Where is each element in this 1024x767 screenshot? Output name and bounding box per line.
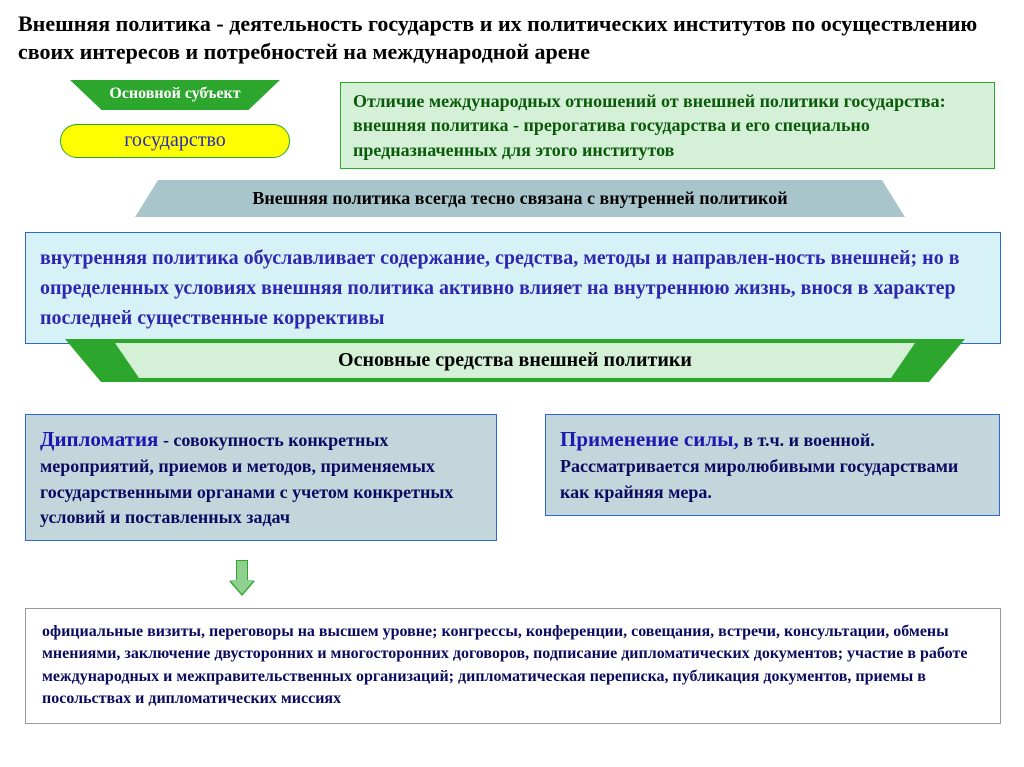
means-header-band: Основные средства внешней политики bbox=[65, 339, 965, 382]
force-card: Применение силы, в т.ч. и военной. Рассм… bbox=[545, 414, 1000, 516]
diplomacy-title: Дипломатия bbox=[40, 427, 158, 451]
inner-policy-box: внутренняя политика обуславливает содерж… bbox=[25, 232, 1001, 344]
page-title: Внешняя политика - деятельность государс… bbox=[0, 0, 1024, 71]
means-header-inner: Основные средства внешней политики bbox=[115, 343, 915, 378]
tied-bar: Внешняя политика всегда тесно связана с … bbox=[135, 180, 905, 217]
main-subject-label: Основной субъект bbox=[70, 80, 280, 110]
force-body: Рассматривается миролюбивыми государства… bbox=[560, 456, 958, 501]
diplomacy-card: Дипломатия - совокупность конкретных мер… bbox=[25, 414, 497, 541]
force-title: Применение силы, bbox=[560, 427, 739, 451]
force-tail: в т.ч. и военной. bbox=[739, 430, 875, 450]
means-header-text: Основные средства внешней политики bbox=[338, 349, 692, 371]
state-pill: государство bbox=[60, 124, 290, 158]
distinction-box: Отличие международных отношений от внешн… bbox=[340, 82, 995, 169]
activities-box: официальные визиты, переговоры на высшем… bbox=[25, 608, 1001, 724]
